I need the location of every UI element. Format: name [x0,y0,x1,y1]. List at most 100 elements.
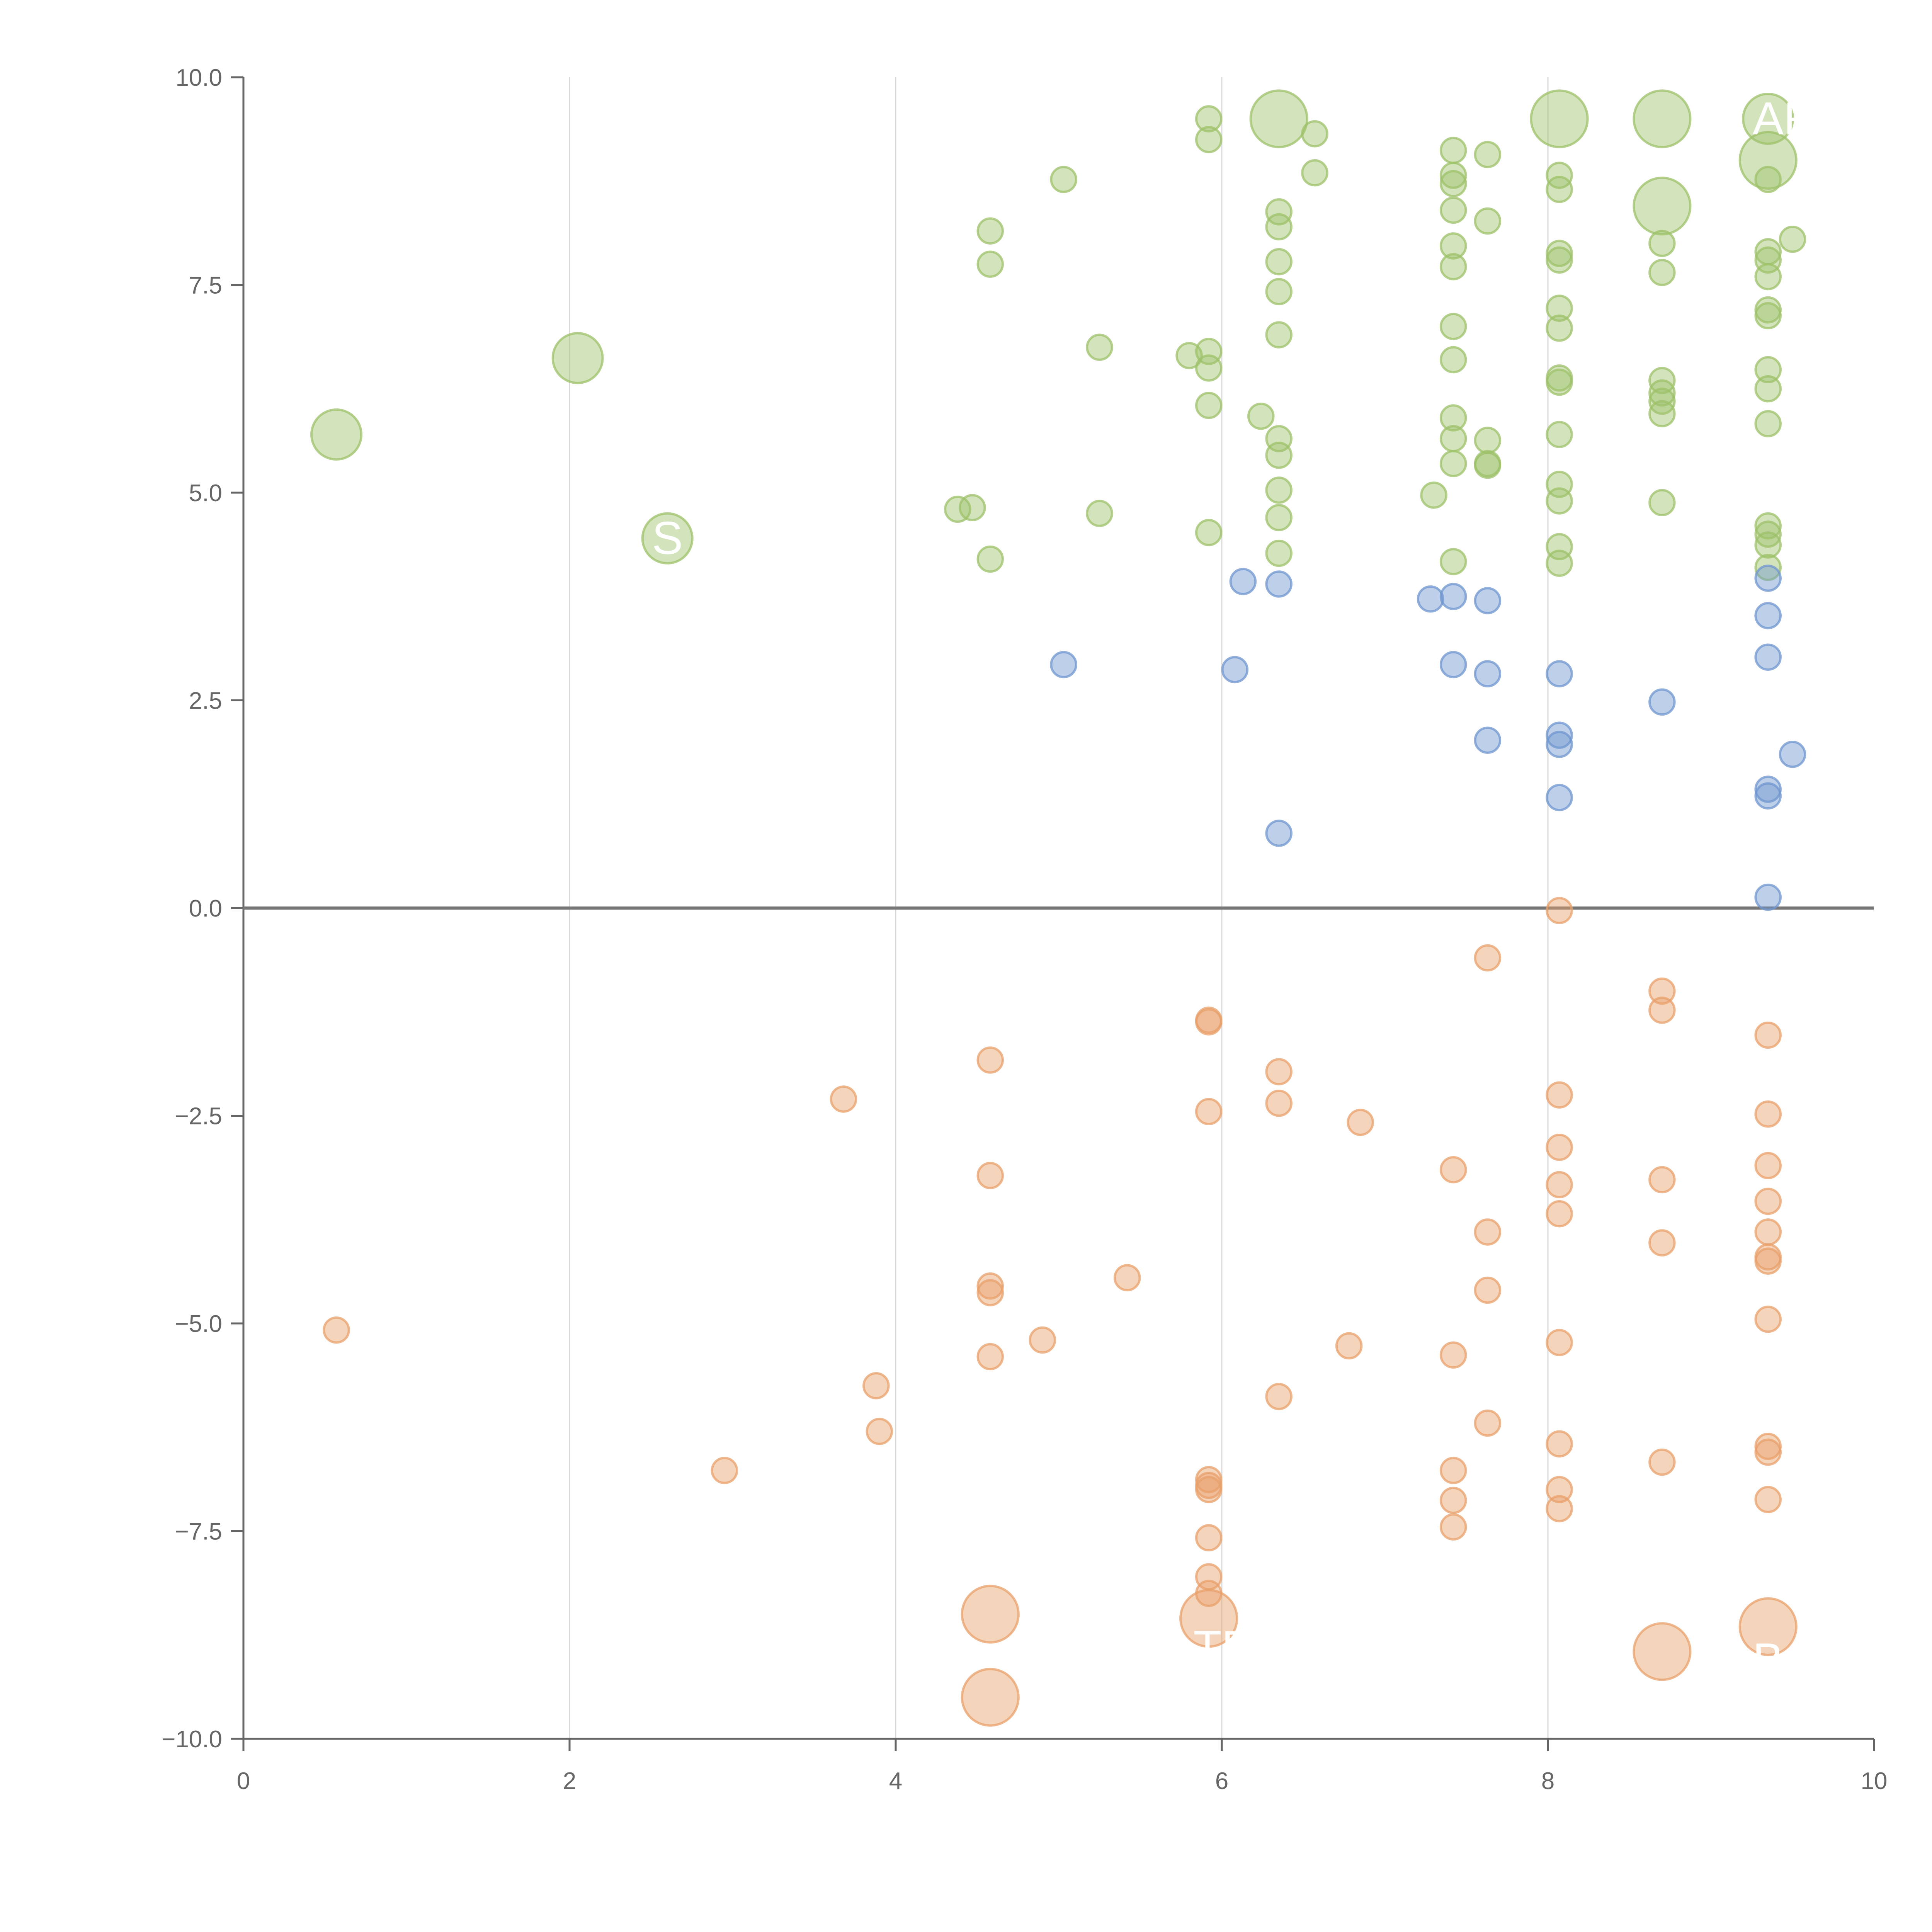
bubble-positive [1648,400,1676,427]
bubble-positive [641,512,694,565]
bubble-negative [1474,944,1502,972]
bubble-positive [1546,246,1573,274]
bubble-neutral [1229,568,1257,595]
bubble-neutral [1546,731,1573,758]
bubble-label: S [652,512,683,564]
bubble-neutral [1546,784,1573,811]
bubble-neutral [1265,570,1293,598]
bubble-positive [1086,333,1113,361]
bubble-positive [1754,410,1782,437]
bubble-positive [1439,196,1467,224]
bubble-negative [961,1668,1020,1727]
bubble-positive [1439,346,1467,374]
bubble-positive [976,545,1004,573]
bubble-negative [1195,1580,1223,1607]
bubble-positive [1247,402,1275,430]
bubble-positive [1546,162,1573,189]
bubble-positive [1754,554,1782,581]
bubble-negative [1546,897,1573,924]
bubble-negative [1347,1109,1374,1136]
bubble-positive [1439,313,1467,340]
bubble-negative [1265,1058,1293,1085]
bubble-positive [1546,421,1573,448]
bubble-negative [1754,1247,1782,1275]
bubble-positive [1754,531,1782,559]
bubble-neutral [1754,602,1782,629]
bubble-positive [1754,302,1782,330]
bubble-negative [976,1046,1004,1074]
bubble-positive [1195,126,1223,153]
bubble-neutral [1754,565,1782,592]
bubble-negative [961,1585,1020,1644]
bubble-positive [310,408,363,461]
bubble-negative [1474,1276,1502,1304]
bubble-negative [1265,1090,1293,1117]
bubble-positive [1086,500,1113,527]
bubble-positive [1546,294,1573,322]
bubble-positive [1648,259,1676,286]
bubble-negative [1546,1171,1573,1199]
bubble-positive [1265,198,1293,226]
bubble-positive [1301,159,1328,187]
bubble-negative [711,1457,738,1484]
bubble-positive [1420,481,1447,509]
bubble-negative [1738,1597,1798,1656]
bubble-neutral [1546,660,1573,687]
bubble-positive [1754,356,1782,384]
bubble-positive [1546,240,1573,267]
x-tick-label: 6 [1215,1768,1228,1794]
bubble-negative [1546,1495,1573,1522]
bubble-positive [1546,368,1573,396]
bubble-positive [1474,207,1502,235]
bubble-positive [1439,450,1467,477]
bubble-negative [1754,1100,1782,1128]
y-tick-label: 5.0 [189,480,222,507]
bubble-neutral [1754,782,1782,810]
bubble-negative [1335,1332,1363,1360]
bubble-positive [1633,89,1692,148]
bubble-label: BC [1753,1634,1817,1685]
bubble-negative [862,1372,890,1400]
bubble-neutral [1754,883,1782,911]
bubble-negative [323,1316,350,1344]
bubble-negative [1546,1476,1573,1503]
bubble-neutral [1754,776,1782,803]
bubble-neutral [1546,721,1573,749]
bubble-negative [1648,977,1676,1005]
bubble-neutral [1439,651,1467,679]
y-tick-label: 0.0 [189,895,222,922]
bubble-neutral [1417,585,1444,613]
bubble-negative [1754,1439,1782,1466]
y-tick-label: −10.0 [162,1726,222,1753]
bubble-positive [976,217,1004,245]
bubble-positive [1474,427,1502,454]
bubble-negative [976,1272,1004,1300]
y-tick-label: −2.5 [175,1103,222,1130]
bubble-positive [1265,321,1293,349]
bubble-positive [551,332,604,384]
bubble-negative [830,1085,857,1113]
bubble-neutral [1439,583,1467,610]
bubble-negative [1546,1430,1573,1458]
tick-marks: 10.0 7.5 5.0 2.5 0.0 −2.5 −5.0 −7.5 −10.0 0 2 4 6 8 10 [162,65,1887,1794]
bubble-positive [1050,166,1077,193]
bubble-positive [959,494,986,521]
bubble-positive [1546,549,1573,577]
bubble-negative [1546,1133,1573,1161]
bubble-positive [1265,442,1293,469]
bubble-negative [1754,1306,1782,1333]
bubble-positive [1265,278,1293,305]
bubble-negative [1439,1156,1467,1184]
bubble-positive [1439,232,1467,260]
bubble-negative [1439,1486,1467,1514]
bubble-positive [1265,539,1293,567]
bubble-positive [1195,392,1223,419]
bubble-positive [1439,136,1467,164]
bubble-negative [1439,1513,1467,1541]
bubble-negative [866,1418,893,1445]
bubble-positive [1439,162,1467,189]
bubble-positive [1439,425,1467,452]
bubble-label: AR [1753,93,1817,145]
bubble-neutral [1474,660,1502,687]
